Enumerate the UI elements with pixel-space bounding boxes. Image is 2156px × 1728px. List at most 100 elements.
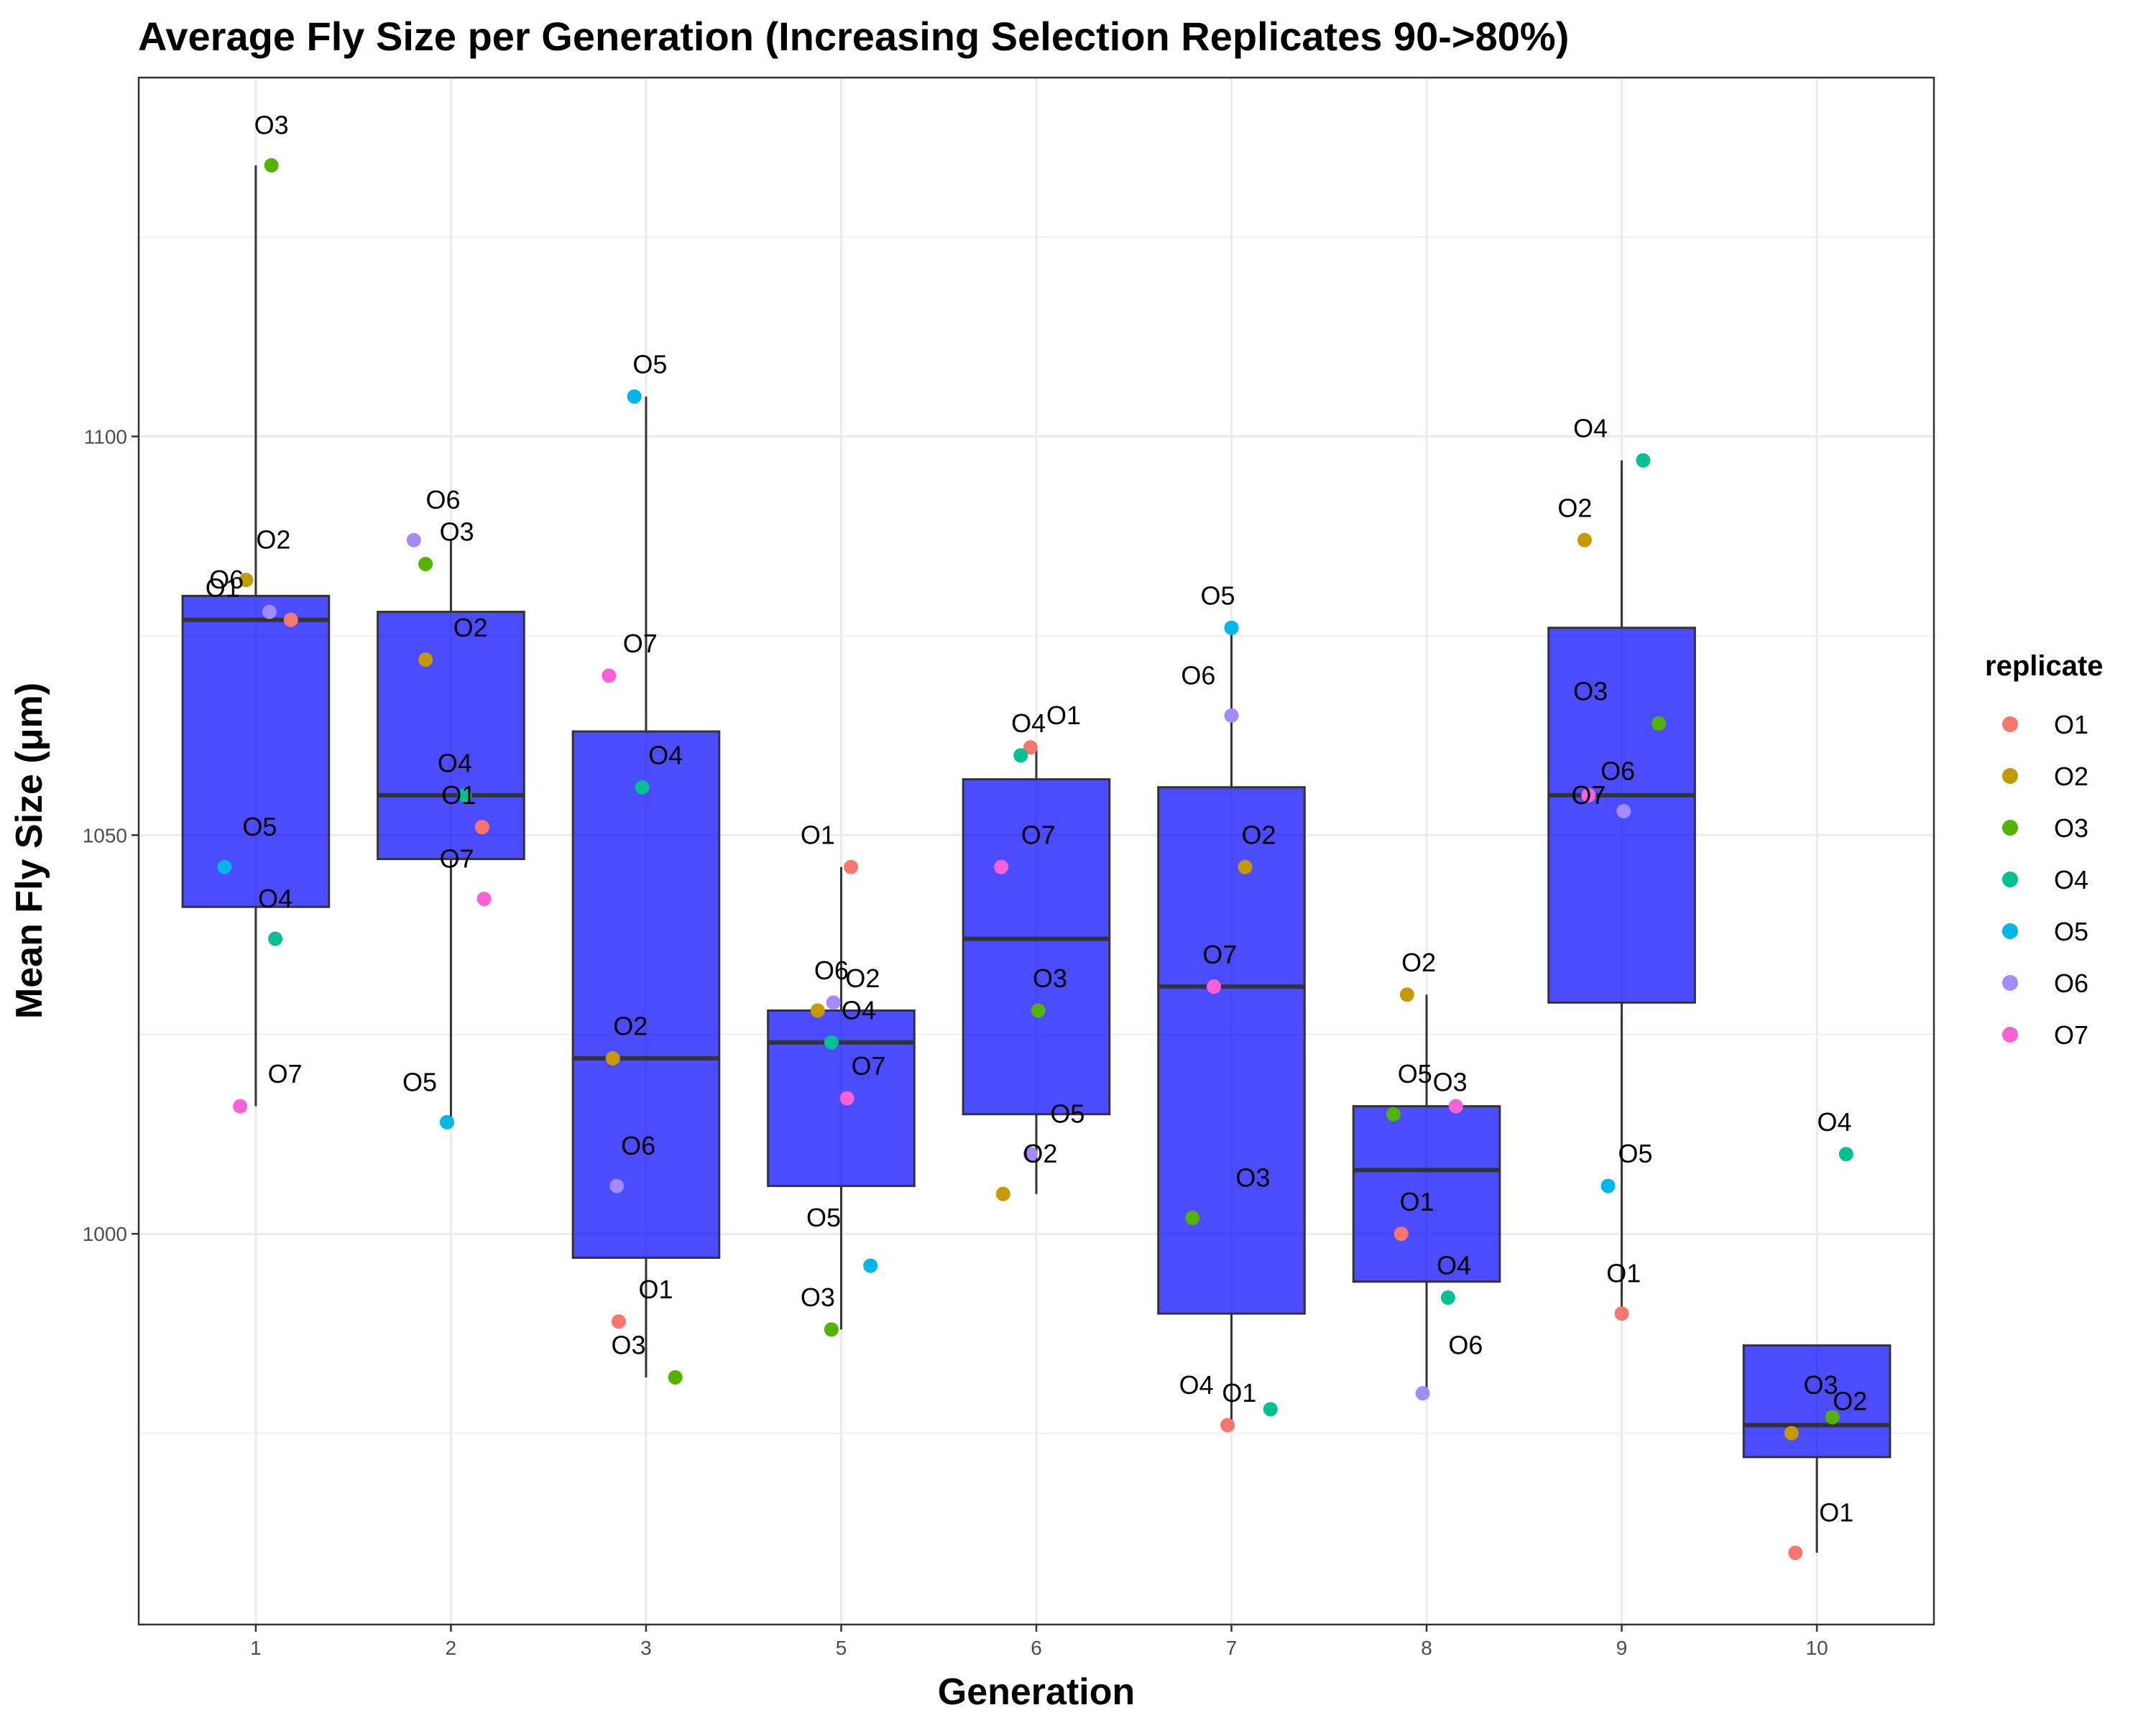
point-label-gen-10-O3: O3 xyxy=(1804,1370,1838,1400)
point-label-gen-8-O4: O4 xyxy=(1437,1251,1471,1280)
box-body xyxy=(1742,1344,1892,1459)
point-label-gen-7-O3: O3 xyxy=(1235,1163,1270,1193)
point-label-gen-7-O7: O7 xyxy=(1202,940,1237,969)
x-axis-title: Generation xyxy=(938,1671,1135,1713)
point-label-gen-5-O2: O2 xyxy=(845,964,880,993)
point-gen-2-O6 xyxy=(406,532,421,547)
point-gen-8-O1 xyxy=(1393,1226,1409,1242)
point-gen-2-O4 xyxy=(457,787,472,803)
point-label-gen-5-O5: O5 xyxy=(806,1203,841,1232)
legend: replicate O1 O2 O3 O4 O5 O6 O7 xyxy=(1985,650,2104,1050)
point-gen-2-O1 xyxy=(474,820,489,835)
point-gen-3-O6 xyxy=(609,1178,625,1193)
point-label-gen-3-O1: O1 xyxy=(639,1275,673,1304)
point-gen-5-O2 xyxy=(810,1003,825,1018)
point-gen-2-O2 xyxy=(418,652,433,667)
box-body xyxy=(181,594,331,908)
point-label-gen-9-O1: O1 xyxy=(1606,1259,1641,1288)
point-label-gen-5-O6: O6 xyxy=(814,956,849,985)
legend-key-O7 xyxy=(2002,1027,2018,1043)
box-body xyxy=(571,730,721,1259)
point-label-gen-6-O2: O2 xyxy=(1023,1139,1057,1168)
point-label-gen-9-O7: O7 xyxy=(1571,780,1606,810)
y-axis-title: Mean Fly Size (μm) xyxy=(9,683,50,1019)
point-gen-3-O3 xyxy=(668,1369,683,1385)
point-gen-5-O7 xyxy=(839,1091,854,1106)
point-gen-7-O3 xyxy=(1185,1211,1200,1226)
point-label-gen-2-O2: O2 xyxy=(453,613,488,642)
point-label-gen-3-O7: O7 xyxy=(623,629,658,658)
point-gen-6-O6 xyxy=(1023,1147,1038,1162)
point-gen-2-O5 xyxy=(440,1114,455,1129)
y-tick-label: 1050 xyxy=(83,824,127,846)
point-gen-7-O4 xyxy=(1263,1402,1278,1417)
legend-label-O3: O3 xyxy=(2054,813,2088,843)
box-layer xyxy=(181,165,1892,1553)
box-body xyxy=(1352,1105,1501,1283)
y-tick-label: 1100 xyxy=(84,425,127,448)
point-label-gen-9-O3: O3 xyxy=(1573,677,1608,706)
point-label-gen-2-O6: O6 xyxy=(426,485,461,514)
point-label-gen-1-O3: O3 xyxy=(254,111,289,140)
box-gen-10 xyxy=(1742,1344,1892,1553)
point-gen-9-O5 xyxy=(1600,1178,1616,1193)
point-label-gen-10-O4: O4 xyxy=(1818,1107,1852,1137)
point-gen-3-O4 xyxy=(635,780,650,795)
point-gen-5-O3 xyxy=(824,1322,839,1337)
point-gen-6-O1 xyxy=(1023,740,1038,755)
point-gen-9-O7 xyxy=(1581,787,1596,803)
legend-key-O4 xyxy=(2002,872,2018,887)
point-label-gen-2-O3: O3 xyxy=(440,517,474,547)
point-gen-3-O1 xyxy=(611,1314,626,1329)
legend-key-O5 xyxy=(2002,923,2018,939)
x-tick-label: 2 xyxy=(446,1637,457,1659)
point-label-gen-1-O7: O7 xyxy=(268,1059,303,1089)
point-label-gen-8-O3: O3 xyxy=(1433,1067,1468,1096)
point-label-gen-3-O4: O4 xyxy=(648,740,683,770)
box-body xyxy=(962,778,1111,1116)
point-gen-2-O3 xyxy=(418,556,433,571)
point-gen-9-O6 xyxy=(1616,804,1631,819)
point-label-gen-8-O5: O5 xyxy=(1398,1059,1432,1089)
point-gen-5-O1 xyxy=(844,859,859,874)
x-tick-label: 10 xyxy=(1806,1637,1828,1659)
point-gen-9-O3 xyxy=(1651,716,1667,731)
point-label-gen-9-O6: O6 xyxy=(1600,757,1635,786)
point-gen-1-O1 xyxy=(283,612,298,627)
point-layer xyxy=(217,158,1853,1561)
point-gen-1-O3 xyxy=(264,158,279,173)
box-gen-7 xyxy=(1157,627,1306,1426)
legend-key-O6 xyxy=(2002,975,2018,991)
point-gen-1-O5 xyxy=(217,859,232,874)
point-gen-3-O7 xyxy=(602,668,617,683)
point-label-gen-1-O2: O2 xyxy=(256,525,290,555)
point-label-gen-8-O6: O6 xyxy=(1448,1331,1483,1360)
point-gen-7-O6 xyxy=(1224,708,1239,723)
point-gen-7-O5 xyxy=(1224,620,1239,635)
point-label-gen-9-O4: O4 xyxy=(1573,413,1608,443)
legend-label-O7: O7 xyxy=(2054,1020,2088,1050)
x-tick-label: 5 xyxy=(836,1637,847,1659)
point-label-gen-1-O6: O6 xyxy=(209,565,244,594)
x-tick-label: 6 xyxy=(1031,1637,1042,1659)
point-gen-5-O5 xyxy=(863,1258,878,1273)
box-body xyxy=(377,611,525,861)
point-label-gen-1-O4: O4 xyxy=(258,884,292,913)
point-gen-9-O1 xyxy=(1614,1306,1629,1321)
point-gen-8-O6 xyxy=(1415,1386,1430,1401)
point-label-gen-2-O4: O4 xyxy=(438,748,472,777)
point-label-gen-3-O2: O2 xyxy=(613,1012,648,1041)
y-tick-label: 1000 xyxy=(83,1223,127,1245)
x-tick-label: 3 xyxy=(640,1637,652,1659)
point-gen-9-O2 xyxy=(1577,532,1592,547)
point-label-gen-6-O5: O5 xyxy=(1050,1099,1084,1129)
point-gen-5-O6 xyxy=(826,995,841,1010)
legend-label-O4: O4 xyxy=(2054,865,2088,895)
point-label-gen-9-O5: O5 xyxy=(1618,1139,1653,1168)
point-gen-1-O4 xyxy=(268,931,283,946)
point-gen-1-O6 xyxy=(262,604,277,619)
point-gen-5-O4 xyxy=(824,1035,839,1050)
point-gen-3-O2 xyxy=(605,1051,620,1066)
